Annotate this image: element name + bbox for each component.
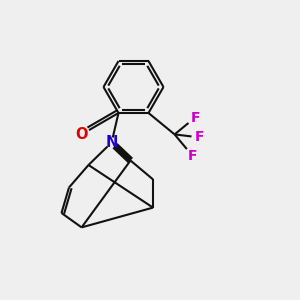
Text: F: F (190, 111, 200, 124)
Text: N: N (105, 135, 118, 150)
Text: F: F (195, 130, 204, 144)
Text: F: F (188, 149, 197, 163)
Text: O: O (75, 127, 87, 142)
